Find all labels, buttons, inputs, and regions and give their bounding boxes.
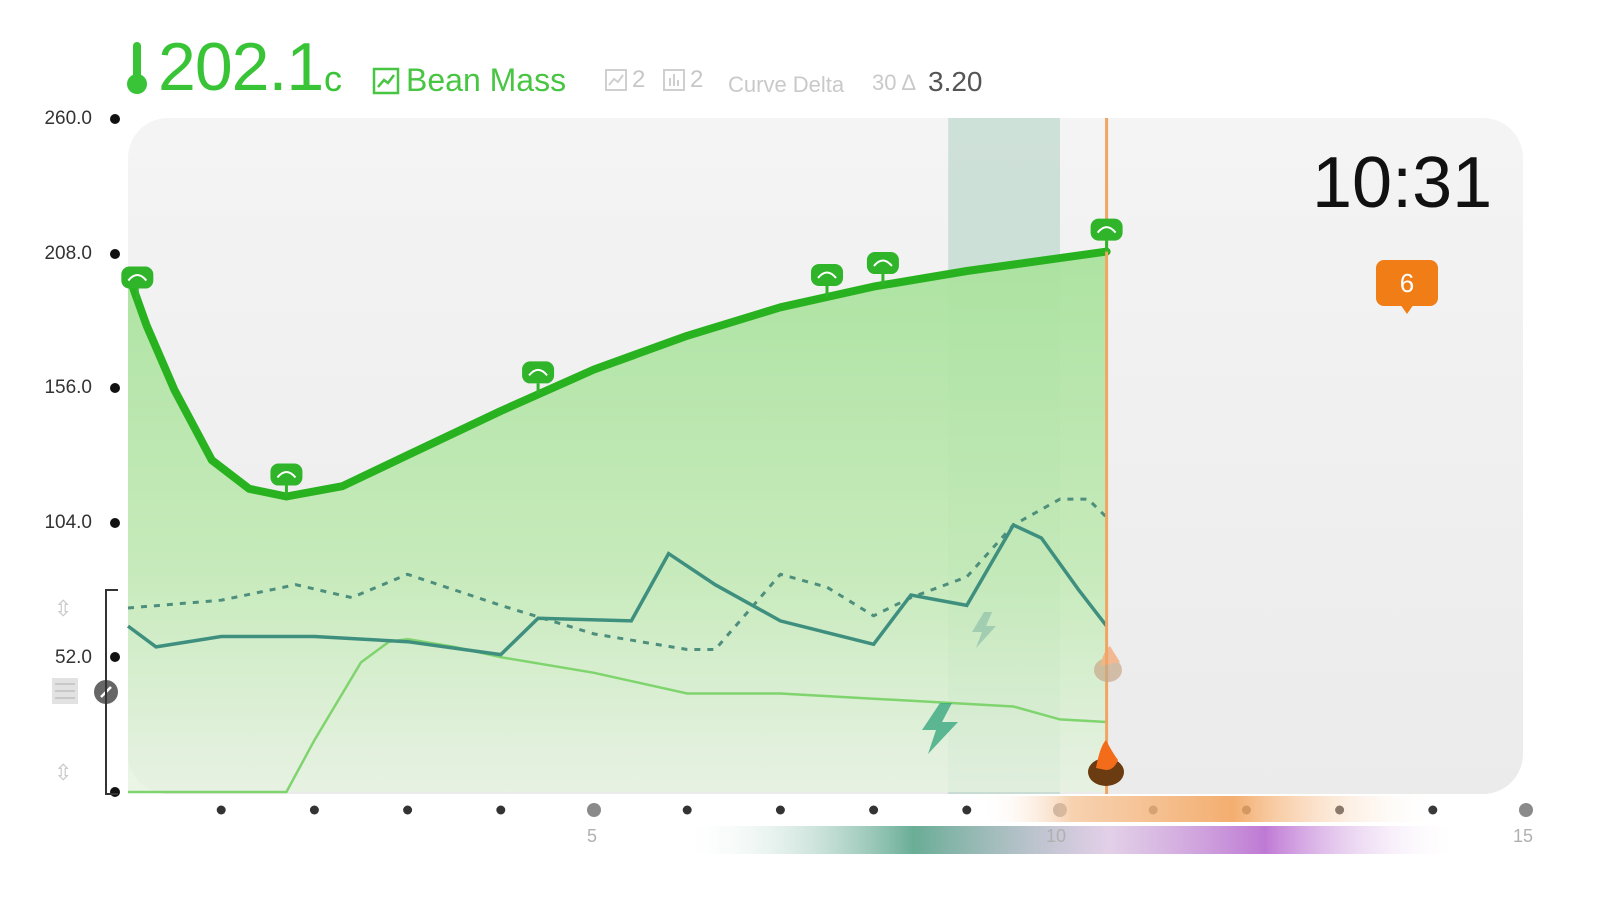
fire-icon xyxy=(1088,740,1124,786)
x-tick-dot xyxy=(682,805,692,815)
roast-event-marker[interactable] xyxy=(866,252,899,286)
lightning-icon xyxy=(972,612,996,648)
lightning-icon xyxy=(922,703,958,754)
roast-event-marker[interactable] xyxy=(811,263,843,297)
bean-temp-area xyxy=(128,251,1107,793)
scale-up-down-icon[interactable]: ⇳ xyxy=(54,596,73,621)
temperature-value: 202.1 xyxy=(158,29,324,105)
line-teal-solid xyxy=(126,522,1108,657)
x-tick-dot xyxy=(1519,803,1533,817)
bean-mass-label: Bean Mass xyxy=(406,62,567,98)
x-tick-label: 10 xyxy=(1046,826,1067,846)
checkbox-chart-icon xyxy=(372,67,400,94)
bean-mass-toggle[interactable]: Bean Mass xyxy=(372,62,566,99)
roast-event-marker[interactable] xyxy=(1090,218,1123,252)
stat-a-value: 2 xyxy=(632,66,646,93)
y-tick-dot xyxy=(110,114,120,124)
scale-up-down-icon[interactable]: ⇳ xyxy=(54,760,73,785)
bean-temp-line xyxy=(124,247,1111,501)
delta-value: 3.20 xyxy=(928,66,983,97)
roast-timer: 10:31 xyxy=(1312,143,1493,223)
x-tick-dot xyxy=(962,805,972,815)
y-tick-dot xyxy=(110,249,120,259)
x-tick-dot xyxy=(587,803,601,817)
temperature-unit: c xyxy=(324,58,342,99)
stat-b-toggle[interactable]: 2 xyxy=(662,66,703,94)
roast-event-marker[interactable] xyxy=(121,266,154,300)
stat-a-toggle[interactable]: 2 xyxy=(604,66,645,94)
x-tick-dot xyxy=(309,805,319,815)
bar-chart-icon xyxy=(663,69,685,91)
event-badge-tail xyxy=(1400,304,1414,314)
y-tick-dot xyxy=(110,652,120,662)
x-tick-dot xyxy=(403,805,413,815)
fan-speed-gradient xyxy=(680,826,1460,854)
y-tick-dot xyxy=(110,787,120,797)
y-scale-bracket xyxy=(105,589,118,795)
x-tick-label: 5 xyxy=(587,826,598,846)
x-tick-dot xyxy=(869,805,879,815)
roast-event-marker[interactable] xyxy=(522,361,555,395)
smoke-fire-icon xyxy=(1094,646,1122,682)
stat-b-value: 2 xyxy=(690,66,704,93)
roast-event-marker[interactable] xyxy=(270,463,303,497)
x-tick-dot xyxy=(496,805,506,815)
y-tick-label: 156.0 xyxy=(44,377,92,398)
list-handle-icon[interactable] xyxy=(50,676,80,706)
x-tick-label: 15 xyxy=(1513,826,1534,846)
line-teal-dotted xyxy=(127,497,1108,651)
x-tick-dot xyxy=(775,805,785,815)
y-tick-label: 104.0 xyxy=(44,512,92,533)
y-tick-dot xyxy=(110,518,120,528)
y-tick-label: 52.0 xyxy=(55,647,92,668)
delta-prefix: 30 Δ xyxy=(872,70,917,95)
curve-delta-label: Curve Delta xyxy=(728,72,845,97)
line-green-thin xyxy=(128,637,1107,794)
heat-power-gradient xyxy=(980,796,1440,822)
line-chart-icon xyxy=(605,69,627,91)
thermometer-icon xyxy=(127,42,147,94)
y-tick-label: 208.0 xyxy=(44,243,92,264)
event-count-badge[interactable]: 6 xyxy=(1376,260,1438,306)
y-tick-label: 260.0 xyxy=(44,108,92,129)
y-tick-dot xyxy=(110,383,120,393)
x-tick-dot xyxy=(216,805,226,815)
